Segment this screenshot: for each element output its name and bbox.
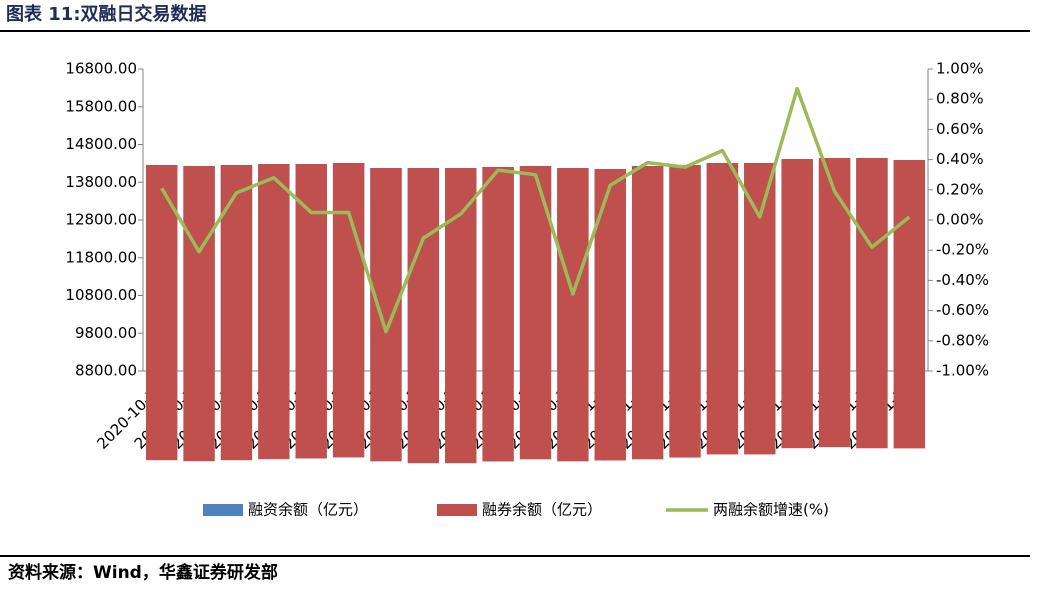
- bar: [893, 159, 926, 449]
- chart-title: 图表 11:双融日交易数据: [6, 3, 207, 25]
- bar: [856, 157, 888, 449]
- y-tick-label: 10800.00: [65, 286, 137, 304]
- bar: [781, 158, 813, 449]
- bar: [744, 162, 776, 455]
- y2-tick-label: 0.60%: [936, 120, 984, 138]
- y2-tick-label: 0.00%: [936, 211, 984, 229]
- y2-tick-label: -0.60%: [936, 301, 989, 319]
- y-tick-label: 15800.00: [65, 97, 137, 115]
- y2-tick-label: -0.40%: [936, 271, 989, 289]
- legend-label: 融资余额（亿元）: [248, 501, 368, 519]
- legend-label: 融券余额（亿元）: [482, 501, 602, 519]
- bar: [370, 168, 402, 462]
- legend-label: 两融余额增速(%): [713, 501, 829, 519]
- y2-tick-label: 0.80%: [936, 90, 984, 108]
- legend-swatch: [437, 504, 477, 516]
- bar: [631, 166, 664, 460]
- y-tick-label: 11800.00: [65, 248, 137, 266]
- bar: [183, 166, 215, 462]
- bar: [295, 164, 327, 459]
- source-note: 资料来源：Wind，华鑫证券研发部: [8, 562, 278, 583]
- y-tick-label: 16800.00: [65, 60, 137, 78]
- bar: [706, 162, 739, 455]
- bar: [258, 164, 290, 460]
- bar: [445, 168, 477, 464]
- bar: [407, 168, 440, 464]
- bar: [145, 164, 178, 461]
- bar: [220, 164, 253, 461]
- bar: [557, 168, 589, 462]
- y2-tick-label: -1.00%: [936, 362, 989, 380]
- bar: [482, 166, 514, 462]
- y-tick-label: 8800.00: [75, 362, 137, 380]
- y2-tick-label: 1.00%: [936, 60, 984, 78]
- y2-tick-label: 0.40%: [936, 150, 984, 168]
- y2-tick-label: -0.80%: [936, 331, 989, 349]
- bar: [332, 162, 365, 458]
- y-tick-label: 12800.00: [65, 211, 137, 229]
- y-tick-label: 13800.00: [65, 173, 137, 191]
- bar: [669, 164, 701, 458]
- y-tick-label: 9800.00: [75, 324, 137, 342]
- bar: [818, 157, 851, 448]
- y2-tick-label: -0.20%: [936, 241, 989, 259]
- y2-tick-label: 0.20%: [936, 180, 984, 198]
- bar: [519, 166, 552, 460]
- y-tick-label: 14800.00: [65, 135, 137, 153]
- line: [160, 86, 911, 334]
- legend-swatch: [203, 504, 243, 516]
